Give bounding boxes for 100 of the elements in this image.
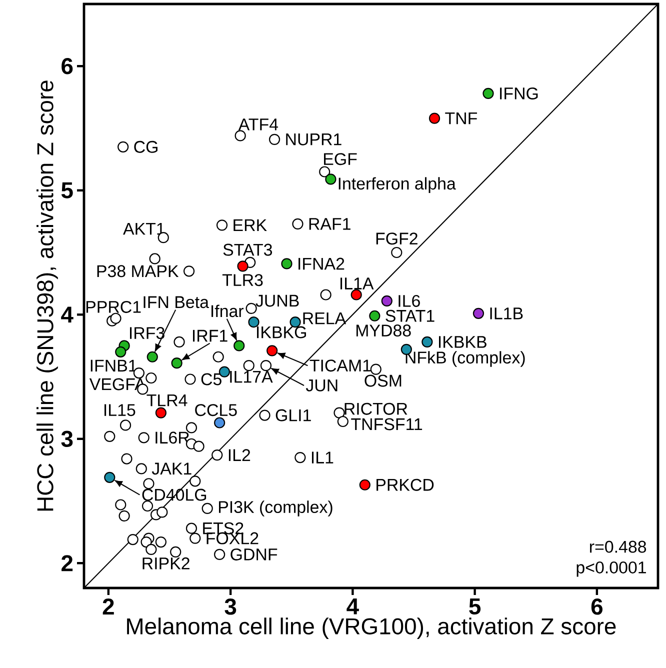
annotation: IRF3: [130, 327, 164, 340]
point: [138, 432, 150, 444]
annotation: IL6: [398, 294, 420, 307]
point: [325, 174, 336, 185]
annotation: r=0.488: [590, 540, 646, 553]
point: [146, 544, 157, 556]
annotation: OSM: [364, 374, 402, 387]
point: [248, 316, 260, 328]
point: [190, 476, 201, 487]
annotation: IFN Beta: [144, 296, 209, 308]
annotation: IL6R: [156, 432, 190, 444]
point: [186, 422, 198, 434]
y-tick-label: 6: [62, 58, 73, 74]
point: [120, 420, 132, 431]
annotation: EGF: [324, 153, 357, 166]
point: [391, 246, 402, 258]
point: [110, 312, 122, 324]
annotation: IL1A: [340, 278, 374, 290]
annotation: JUNB: [256, 294, 299, 307]
annotation: TNFSF11: [351, 418, 422, 430]
annotation: CCL5: [195, 404, 237, 416]
point: [104, 430, 116, 442]
annotation: TNF: [445, 112, 478, 124]
annotation: IKBKG: [257, 326, 306, 338]
annotation: IFNA2: [298, 258, 344, 270]
annotation: NFkB (complex): [406, 351, 525, 367]
annotation: RICTOR: [344, 402, 408, 415]
point: [334, 407, 345, 418]
point: [155, 536, 166, 548]
annotation: IL15: [104, 404, 136, 416]
y-tick-label: 2: [62, 555, 73, 572]
y-tick-label: 5: [61, 182, 73, 198]
annotation: JAK1: [152, 462, 192, 475]
point: [140, 536, 152, 548]
annotation: IL1: [312, 452, 334, 464]
annotation: C5: [201, 373, 222, 386]
point: [171, 358, 182, 369]
point: [214, 417, 226, 428]
annotation: PI3K (complex): [218, 500, 332, 516]
x-tick-label: 2: [102, 598, 114, 615]
point: [243, 360, 254, 372]
point: [118, 510, 130, 522]
annotation: TLR4: [146, 394, 188, 406]
point: [174, 336, 185, 348]
annotation: ETS2: [203, 522, 244, 534]
point: [234, 130, 246, 142]
point: [259, 410, 270, 421]
annotation: IFNB1: [90, 360, 136, 372]
point: [184, 374, 196, 385]
annotation: p<0.0001: [576, 561, 646, 577]
point: [118, 141, 129, 152]
point: [142, 500, 154, 512]
point: [369, 310, 380, 322]
point: [268, 134, 280, 145]
point: [143, 478, 154, 490]
point: [214, 548, 226, 560]
annotation: ERK: [234, 219, 267, 231]
point: [170, 546, 182, 558]
point: [183, 266, 195, 277]
point: [294, 452, 306, 464]
point: [428, 112, 440, 124]
point: [359, 479, 370, 490]
annotation: Interferon alpha: [338, 177, 456, 193]
point: [127, 534, 138, 546]
annotation: STAT1: [386, 310, 434, 322]
point: [155, 407, 166, 418]
point: [212, 449, 223, 461]
point: [190, 532, 201, 544]
point: [260, 360, 272, 372]
x-tick-label: 4: [346, 598, 359, 614]
point: [216, 220, 228, 231]
point: [472, 308, 484, 319]
annotation: RIPK2: [142, 557, 190, 570]
annotation: MYD88: [356, 324, 411, 337]
point: [281, 258, 292, 270]
y-tick-label: 3: [61, 430, 73, 448]
point: [337, 416, 348, 428]
annotation: IFNG: [500, 87, 538, 100]
annotation: PPRC1: [86, 300, 141, 313]
annotation: IL2: [228, 449, 250, 461]
annotation: Ifnar: [212, 304, 244, 318]
point: [186, 522, 198, 534]
point: [146, 351, 158, 362]
point: [202, 502, 213, 514]
point: [104, 472, 116, 483]
point: [350, 289, 362, 300]
annotation: IL17A: [230, 371, 273, 383]
point: [422, 336, 433, 348]
annotation: IL1B: [490, 308, 523, 320]
x-axis-title: Melanoma cell line (VRG100), activation Z score: [127, 618, 616, 639]
annotation: PRKCD: [376, 478, 434, 491]
point: [237, 260, 248, 272]
annotation: ATF4: [238, 118, 278, 130]
point: [136, 463, 147, 474]
point: [121, 453, 132, 464]
annotation: AKT1: [123, 223, 165, 235]
point: [319, 166, 330, 178]
point: [320, 289, 332, 300]
annotation: IKBKB: [438, 336, 486, 348]
annotation: JUN: [306, 380, 338, 392]
